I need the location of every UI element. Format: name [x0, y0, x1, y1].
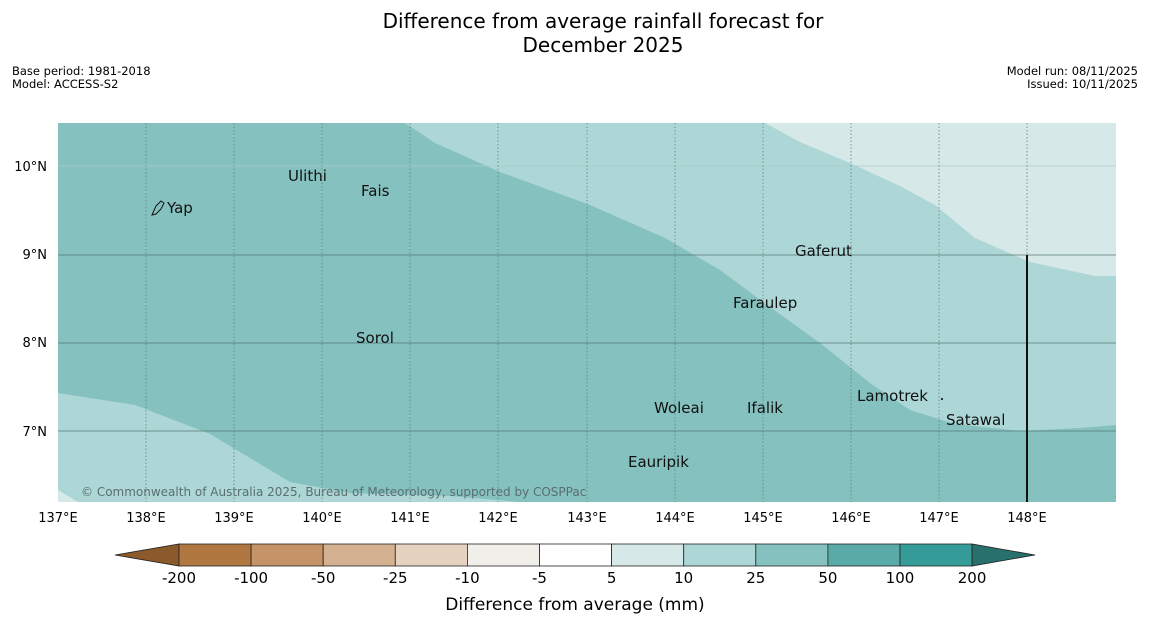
lon-label-139e: 139°E	[214, 511, 254, 526]
place-labels: Yap Ulithi Fais Gaferut Faraulep Sorol W…	[166, 167, 1005, 471]
lon-label-146e: 146°E	[831, 511, 871, 526]
colorbar-swatch	[683, 543, 757, 567]
lat-label-8n: 8°N	[23, 336, 48, 351]
copyright-text: © Commonwealth of Australia 2025, Bureau…	[81, 485, 586, 499]
lon-label-142e: 142°E	[478, 511, 518, 526]
colorbar-swatch	[322, 543, 396, 567]
colorbar-tick-label: -50	[311, 569, 336, 587]
colorbar-tick-label: 50	[818, 569, 837, 587]
colorbar-tick-label: -100	[234, 569, 268, 587]
colorbar-tick-label: -200	[162, 569, 196, 587]
place-sorol: Sorol	[356, 329, 394, 347]
colorbar-tick-label: 25	[746, 569, 765, 587]
colorbar-swatch	[827, 543, 901, 567]
colorbar-tick-label: -10	[455, 569, 480, 587]
meta-right: Model run: 08/11/2025 Issued: 10/11/2025	[1007, 65, 1138, 91]
place-faraulep: Faraulep	[733, 294, 797, 312]
colorbar-swatch	[466, 543, 540, 567]
colorbar-swatch	[394, 543, 468, 567]
colorbar-title: Difference from average (mm)	[445, 595, 704, 615]
lon-label-145e: 145°E	[743, 511, 783, 526]
issued-text: Issued: 10/11/2025	[1027, 77, 1138, 91]
contour-sw-5-10	[58, 490, 78, 502]
model-text: Model: ACCESS-S2	[12, 77, 119, 91]
place-yap: Yap	[166, 199, 193, 217]
lon-label-144e: 144°E	[655, 511, 695, 526]
lat-label-10n: 10°N	[14, 160, 47, 175]
place-ifalik: Ifalik	[747, 399, 783, 417]
map-area: Yap Ulithi Fais Gaferut Faraulep Sorol W…	[58, 123, 1116, 502]
lat-label-7n: 7°N	[23, 425, 48, 440]
colorbar-tick-label: 10	[674, 569, 693, 587]
map-title: Difference from average rainfall forecas…	[0, 9, 1150, 57]
colorbar-swatch	[250, 543, 324, 567]
colorbar-swatch	[178, 543, 252, 567]
place-ulithi: Ulithi	[288, 167, 327, 185]
lon-label-137e: 137°E	[38, 511, 78, 526]
colorbar-tick-label: -25	[383, 569, 408, 587]
lon-label-148e: 148°E	[1007, 511, 1047, 526]
colorbar: -200 -100 -50 -25 -10 -5 5 10 25 50 100 200	[114, 543, 1036, 587]
base-period-text: Base period: 1981-2018	[12, 64, 151, 78]
lon-label-143e: 143°E	[567, 511, 607, 526]
place-gaferut: Gaferut	[795, 242, 852, 260]
place-lamotrek: Lamotrek	[857, 387, 928, 405]
colorbar-swatch	[611, 543, 685, 567]
contour-sw-10-25	[58, 393, 520, 502]
lon-label-147e: 147°E	[919, 511, 959, 526]
place-fais: Fais	[361, 182, 390, 200]
colorbar-tick-label: 200	[958, 569, 987, 587]
colorbar-arrow-low	[114, 543, 180, 567]
model-run-text: Model run: 08/11/2025	[1006, 64, 1138, 78]
colorbar-tick-label: 5	[607, 569, 617, 587]
lon-label-138e: 138°E	[126, 511, 166, 526]
yap-island	[151, 200, 165, 216]
colorbar-tick-label: -5	[532, 569, 547, 587]
colorbar-swatch	[899, 543, 973, 567]
colorbar-tick-label: 100	[886, 569, 915, 587]
map-title-line2: December 2025	[522, 33, 684, 57]
colorbar-swatch	[755, 543, 829, 567]
place-eauripik: Eauripik	[628, 453, 689, 471]
island-dot	[941, 398, 943, 400]
meta-left: Base period: 1981-2018 Model: ACCESS-S2	[12, 65, 151, 91]
graticule	[58, 123, 1116, 502]
lon-label-140e: 140°E	[302, 511, 342, 526]
lat-label-9n: 9°N	[23, 248, 48, 263]
place-woleai: Woleai	[654, 399, 704, 417]
lat-labels: 10°N 9°N 8°N 7°N	[14, 160, 47, 440]
contour-ne-5-10	[765, 123, 1116, 276]
place-satawal: Satawal	[946, 411, 1005, 429]
lon-label-141e: 141°E	[390, 511, 430, 526]
colorbar-swatch	[539, 543, 612, 567]
map-title-line1: Difference from average rainfall forecas…	[382, 9, 824, 33]
colorbar-arrow-high	[971, 543, 1036, 567]
lon-labels: 137°E 138°E 139°E 140°E 141°E 142°E 143°…	[38, 511, 1047, 526]
